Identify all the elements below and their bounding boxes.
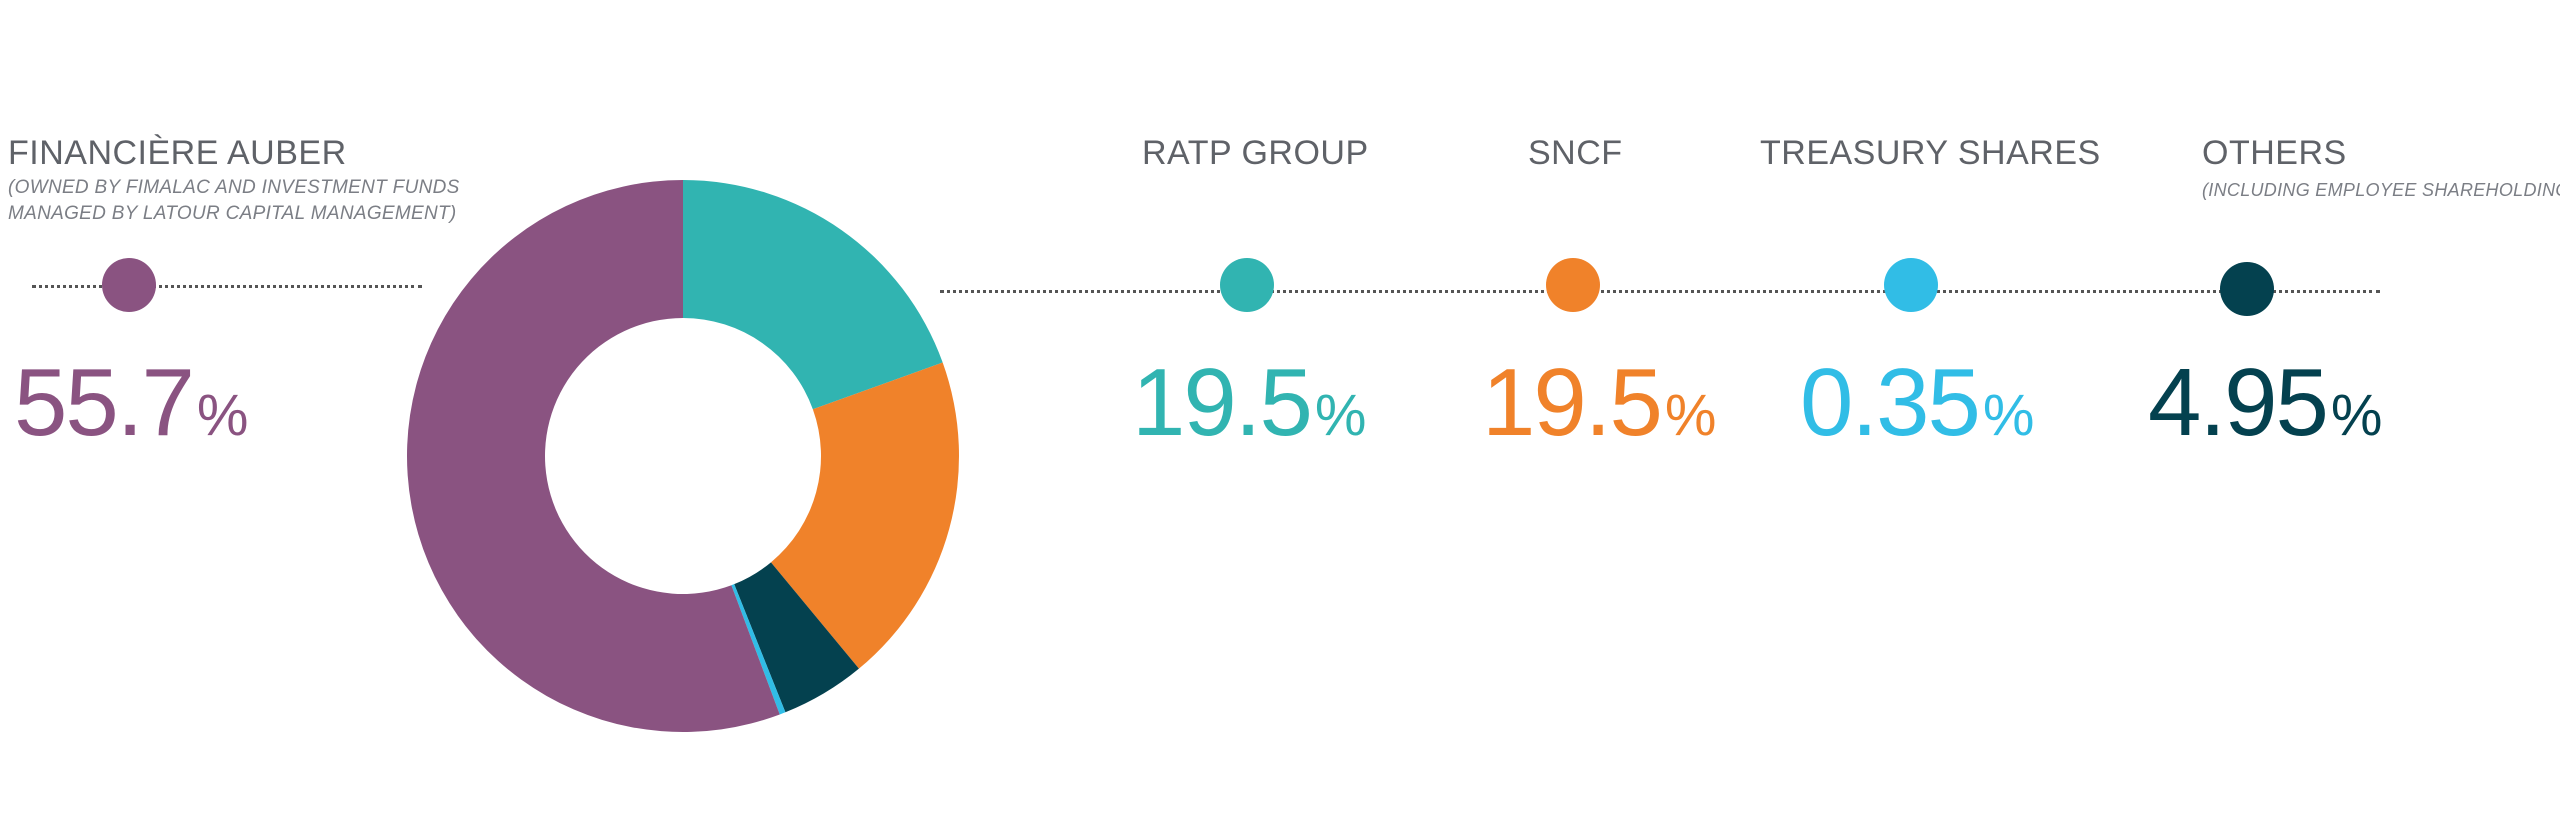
legend-value-sncf: 19.5%	[1482, 349, 1717, 456]
legend-label-ratp-group: RATP GROUP	[1142, 134, 1369, 172]
donut-slice-sncf	[770, 362, 959, 669]
legend-dot-others	[2220, 262, 2274, 316]
donut-slice-financiere-auber	[407, 180, 780, 732]
leader-line-left	[32, 285, 422, 288]
legend-dot-ratp-group	[1220, 258, 1274, 312]
legend-label-others: OTHERS	[2202, 134, 2347, 172]
legend-dot-financiere-auber	[102, 258, 156, 312]
donut-slice-ratp-group	[683, 180, 943, 410]
legend-dot-treasury-shares	[1884, 258, 1938, 312]
legend-value-financiere-auber: 55.7%	[14, 349, 249, 456]
legend-sub-others: (INCLUDING EMPLOYEE SHAREHOLDING)	[2202, 180, 2560, 200]
legend-label-financiere-auber: FINANCIÈRE AUBER	[8, 134, 347, 172]
legend-value-ratp-group: 19.5%	[1132, 349, 1367, 456]
donut-slice-treasury-shares	[731, 584, 786, 715]
legend-sub-financiere-auber-line1: (OWNED BY FIMALAC AND INVESTMENT FUNDS	[8, 177, 460, 198]
legend-label-sncf: SNCF	[1528, 134, 1623, 172]
legend-value-treasury-shares: 0.35%	[1800, 349, 2035, 456]
legend-value-others: 4.95%	[2148, 349, 2383, 456]
donut-slice-others	[734, 562, 859, 713]
legend-label-treasury-shares: TREASURY SHARES	[1760, 134, 2101, 172]
legend-sub-financiere-auber-line2: MANAGED BY LATOUR CAPITAL MANAGEMENT)	[8, 203, 457, 224]
legend-dot-sncf	[1546, 258, 1600, 312]
leader-line-right	[940, 290, 2380, 293]
